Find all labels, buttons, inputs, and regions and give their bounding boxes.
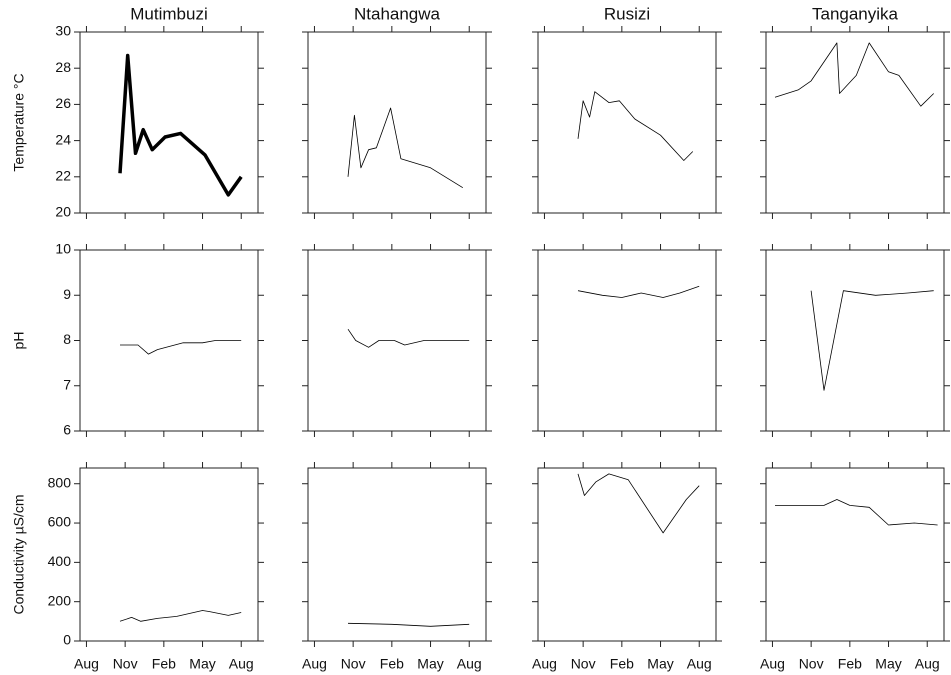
y-axis-label: Conductivity µS/cm [11, 494, 27, 614]
plot-frame [537, 249, 717, 432]
x-tick-label: Feb [380, 656, 404, 672]
x-tick-label: Aug [302, 656, 327, 672]
y-tick-label: 7 [63, 376, 71, 392]
plot-frame [537, 467, 717, 642]
y-axis-label: pH [11, 332, 27, 350]
panel-title: Mutimbuzi [130, 4, 207, 23]
x-tick-label: Aug [229, 656, 254, 672]
y-tick-label: 8 [63, 331, 71, 347]
panel-title: Rusizi [604, 4, 650, 23]
data-line [577, 285, 700, 298]
x-tick-label: Feb [838, 656, 862, 672]
data-line [577, 473, 700, 534]
data-line [347, 622, 470, 627]
x-tick-label: May [647, 656, 673, 672]
plot-frame [537, 31, 717, 214]
y-tick-label: 24 [55, 131, 71, 147]
x-tick-label: May [417, 656, 443, 672]
x-tick-label: May [875, 656, 901, 672]
x-tick-label: Nov [799, 656, 824, 672]
y-tick-label: 30 [55, 23, 71, 39]
x-tick-label: Aug [915, 656, 940, 672]
y-axis-label: Temperature °C [11, 73, 27, 171]
plot-frame [765, 467, 945, 642]
data-line [119, 610, 242, 622]
data-line [577, 91, 694, 161]
y-tick-label: 0 [63, 632, 71, 648]
data-line [347, 107, 464, 189]
plot-frame [307, 467, 487, 642]
plot-frame [765, 249, 945, 432]
y-tick-label: 9 [63, 286, 71, 302]
x-tick-label: Aug [760, 656, 785, 672]
x-tick-label: Nov [113, 656, 138, 672]
x-tick-label: Aug [687, 656, 712, 672]
y-tick-label: 10 [55, 241, 71, 257]
x-tick-label: Aug [457, 656, 482, 672]
x-tick-label: May [189, 656, 215, 672]
y-tick-label: 20 [55, 204, 71, 220]
plot-frame [765, 31, 945, 214]
y-tick-label: 22 [55, 168, 71, 184]
data-line [347, 328, 470, 348]
y-tick-label: 600 [48, 514, 72, 530]
data-line [810, 290, 934, 391]
y-tick-label: 800 [48, 474, 72, 490]
x-tick-label: Aug [74, 656, 99, 672]
data-line [118, 53, 243, 197]
y-tick-label: 28 [55, 59, 71, 75]
y-tick-label: 6 [63, 422, 71, 438]
data-line [775, 499, 938, 526]
panel-title: Ntahangwa [354, 4, 441, 23]
plot-frame [79, 31, 259, 214]
data-line [120, 340, 242, 355]
panel-title: Tanganyika [812, 4, 899, 23]
y-tick-label: 200 [48, 592, 72, 608]
x-tick-label: Feb [610, 656, 634, 672]
x-tick-label: Nov [571, 656, 596, 672]
x-tick-label: Feb [152, 656, 176, 672]
plot-frame [79, 467, 259, 642]
data-line [774, 42, 934, 107]
x-tick-label: Aug [532, 656, 557, 672]
y-tick-label: 400 [48, 553, 72, 569]
plot-frame [307, 31, 487, 214]
x-tick-label: Nov [341, 656, 366, 672]
y-tick-label: 26 [55, 95, 71, 111]
